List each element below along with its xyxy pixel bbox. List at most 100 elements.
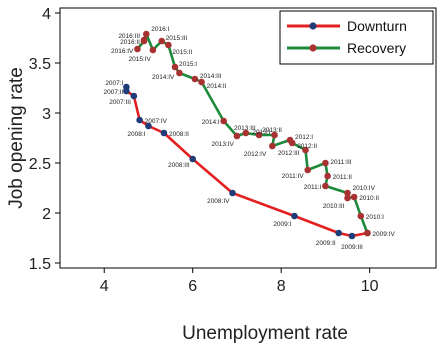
data-point-recovery-16 [233, 132, 241, 140]
point-label-2013-ii: 2013:II [262, 127, 282, 134]
point-label-2016-iv: 2016:IV [111, 48, 134, 55]
data-point-recovery-2 [350, 193, 358, 201]
point-label-2007-i: 2007:I [105, 80, 123, 87]
data-point-recovery-22 [165, 41, 172, 49]
point-label-2011-ii: 2011:II [333, 174, 353, 181]
x-axis-label: Unemployment rate [182, 323, 348, 344]
data-point-recovery-7 [322, 159, 329, 167]
data-point-recovery-28 [134, 45, 141, 53]
point-label-2010-i: 2010:I [366, 214, 384, 221]
point-label-2015-ii: 2015:II [172, 49, 192, 56]
y-tick-label-3: 3 [42, 106, 51, 123]
legend: Downturn Recovery [279, 10, 434, 65]
point-label-2010-iv: 2010:IV [353, 185, 376, 192]
point-label-2012-iii: 2012:III [278, 150, 300, 157]
y-axis: 1.5 2 2.5 3 3.5 4 [29, 6, 60, 273]
y-axis-label: Job opening rate [6, 67, 27, 209]
point-label-2012-ii: 2012:II [297, 143, 317, 150]
point-label-2008-i: 2008:I [127, 131, 145, 138]
legend-box [279, 10, 434, 65]
point-label-2013-iv: 2013:IV [211, 141, 234, 148]
y-tick-label-2: 2.5 [29, 156, 51, 173]
y-tick-label-0: 1.5 [29, 256, 51, 273]
data-point-recovery-0 [364, 229, 371, 237]
legend-downturn-label: Downturn [347, 18, 407, 34]
y-tick-label-1: 2 [42, 206, 51, 223]
x-tick-label-1: 6 [188, 278, 197, 295]
data-point-recovery-14 [255, 131, 263, 139]
data-point-downturn-4 [145, 122, 152, 130]
data-point-recovery-15 [242, 129, 250, 137]
point-label-2015-i: 2015:I [179, 61, 197, 68]
data-point-downturn-8 [291, 212, 298, 220]
point-label-2008-iv: 2008:IV [207, 198, 230, 205]
data-point-recovery-12 [269, 142, 276, 150]
x-tick-label-3: 10 [361, 278, 379, 295]
point-label-2010-ii: 2010:II [359, 195, 379, 202]
point-label-2008-iii: 2008:III [168, 162, 190, 169]
data-point-recovery-13 [271, 131, 278, 139]
point-label-2008-ii: 2008:II [169, 131, 189, 138]
data-point-recovery-18 [198, 78, 205, 86]
y-tick-label-5: 4 [42, 6, 51, 23]
data-point-recovery-11 [286, 136, 294, 144]
y-tick-label-4: 3.5 [29, 56, 51, 73]
data-point-recovery-4 [344, 189, 351, 197]
data-point-recovery-19 [191, 75, 199, 83]
data-point-recovery-8 [304, 166, 312, 174]
data-point-downturn-5 [160, 129, 168, 137]
x-tick-label-2: 8 [277, 278, 286, 295]
point-label-2013-i: 2013:I [252, 129, 270, 136]
point-label-2014-iii: 2014:III [200, 73, 222, 80]
data-point-recovery-25 [142, 30, 150, 38]
point-label-2010-iii: 2010:III [323, 203, 345, 210]
legend-downturn-marker [309, 22, 317, 30]
data-point-recovery-23 [158, 37, 166, 45]
data-point-recovery-20 [176, 69, 183, 77]
data-point-recovery-5 [322, 182, 329, 190]
point-label-2013-iii: 2013:III [234, 125, 256, 132]
point-label-2007-iv: 2007:IV [145, 118, 168, 125]
point-label-2011-iii: 2011:III [330, 159, 351, 166]
point-label-2009-iii: 2009:III [341, 244, 363, 251]
point-label-2015-iv: 2015:IV [128, 56, 151, 63]
point-label-2016-i: 2016:I [151, 26, 169, 33]
data-point-recovery-24 [149, 46, 157, 54]
point-label-2015-iii: 2015:III [166, 35, 188, 42]
data-point-downturn-6 [189, 155, 197, 163]
point-label-2016-ii: 2016:II [120, 39, 140, 46]
point-label-2009-i: 2009:I [273, 221, 291, 228]
point-label-2012-iv: 2012:IV [244, 151, 267, 158]
legend-recovery-marker [309, 44, 317, 52]
point-label-2009-iv: 2009:IV [372, 231, 395, 238]
data-point-recovery-21 [171, 63, 179, 71]
data-point-recovery-17 [220, 117, 227, 125]
data-point-recovery-3 [344, 194, 351, 202]
point-label-2011-i: 2011:I [304, 184, 322, 191]
data-point-downturn-7 [229, 189, 236, 197]
point-label-2014-iv: 2014:IV [152, 74, 175, 81]
x-axis: 4 6 8 10 [100, 268, 379, 295]
data-point-recovery-6 [324, 172, 331, 180]
data-point-recovery-27 [140, 37, 148, 45]
plot-frame [59, 7, 437, 269]
legend-recovery-label: Recovery [347, 40, 406, 56]
point-label-2016-iii: 2016:III [118, 33, 140, 40]
point-label-2007-iii: 2007:III [109, 99, 131, 106]
point-label-2011-iv: 2011:IV [282, 173, 305, 180]
data-point-downturn-3 [136, 116, 143, 124]
data-point-recovery-9 [302, 146, 309, 154]
point-label-2009-ii: 2009:II [316, 240, 336, 247]
data-point-downturn-2 [130, 92, 138, 100]
x-tick-label-0: 4 [100, 278, 109, 295]
point-label-2007-ii: 2007:II [104, 89, 124, 96]
marker-layer [123, 30, 371, 240]
data-point-downturn-1 [123, 87, 130, 95]
point-label-2014-ii: 2014:II [207, 83, 227, 90]
data-point-recovery-1 [357, 212, 365, 220]
point-label-2014-i: 2014:I [202, 119, 220, 126]
point-label-2012-i: 2012:I [295, 134, 313, 141]
